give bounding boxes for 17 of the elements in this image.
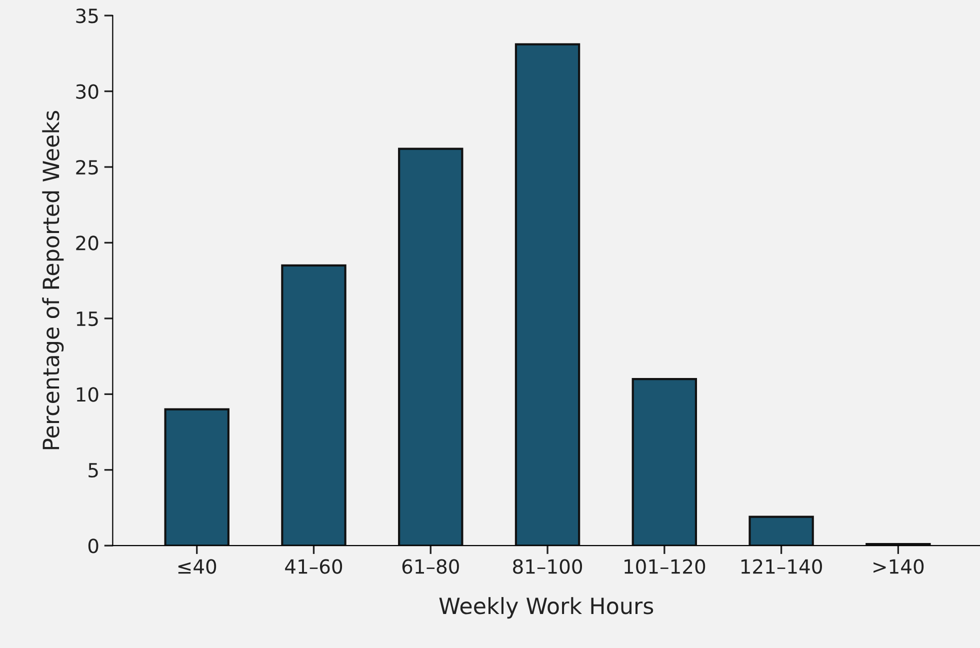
- y-axis-title: Percentage of Reported Weeks: [42, 110, 64, 450]
- x-tick-label: 121–140: [741, 559, 822, 574]
- x-axis-title: Weekly Work Hours: [439, 597, 654, 619]
- x-tick-label: 61–80: [402, 559, 459, 574]
- y-tick-label: 15: [76, 312, 98, 326]
- y-tick-label: 30: [76, 84, 98, 99]
- y-tick-label: 20: [76, 236, 98, 250]
- x-tick-label: ≤40: [178, 559, 216, 574]
- y-tick-label: 25: [76, 160, 98, 175]
- y-tick-label: 35: [76, 8, 98, 24]
- y-tick-label: 10: [76, 387, 98, 402]
- y-tick-label: 5: [88, 463, 98, 478]
- x-tick-label: 81–100: [513, 559, 582, 574]
- x-tick-label: >140: [874, 559, 924, 574]
- y-tick-label: 0: [88, 538, 98, 554]
- x-tick-label: 101–120: [624, 559, 706, 574]
- x-tick-label: 41–60: [285, 559, 342, 574]
